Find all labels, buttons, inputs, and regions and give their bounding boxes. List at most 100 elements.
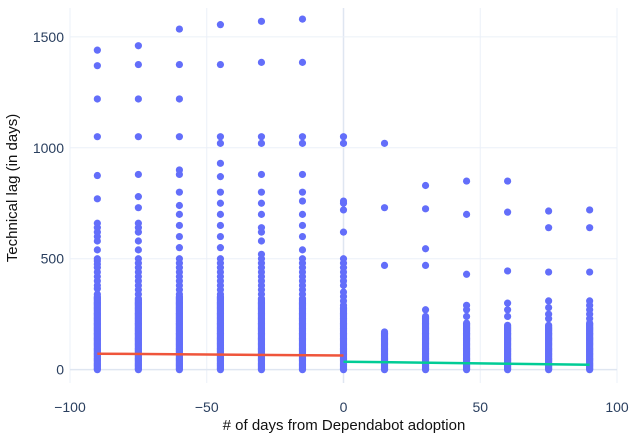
x-tick-label: 100	[605, 399, 629, 415]
data-point	[216, 60, 225, 69]
data-point	[175, 95, 183, 103]
data-point	[504, 306, 512, 314]
data-point	[545, 310, 553, 318]
data-point	[216, 139, 225, 147]
data-point	[257, 139, 266, 147]
data-point	[545, 297, 553, 305]
data-point	[298, 232, 307, 241]
x-tick-label: 50	[472, 399, 488, 415]
data-point	[216, 255, 225, 263]
data-point	[93, 219, 101, 227]
data-point	[545, 303, 553, 312]
data-point	[257, 170, 266, 179]
data-point	[216, 221, 225, 230]
data-point	[462, 177, 471, 185]
data-point	[462, 312, 471, 321]
data-point	[339, 228, 348, 236]
data-point	[339, 197, 348, 205]
data-point	[175, 60, 183, 69]
data-point	[298, 133, 307, 141]
data-point	[421, 306, 430, 314]
data-point	[93, 195, 101, 203]
data-point	[298, 188, 307, 196]
data-point	[380, 139, 389, 147]
data-point	[586, 297, 594, 305]
data-point	[339, 288, 348, 296]
data-point	[586, 224, 594, 232]
data-point	[93, 255, 101, 263]
data-point	[421, 312, 430, 321]
data-point	[134, 95, 142, 103]
data-point	[298, 170, 307, 179]
data-point	[257, 224, 266, 232]
data-point	[504, 299, 512, 307]
x-tick-label: −100	[54, 399, 86, 415]
data-point	[257, 237, 266, 245]
data-point	[421, 205, 430, 213]
data-point	[586, 268, 594, 276]
data-point	[298, 197, 307, 205]
trend-line-after	[343, 360, 590, 367]
data-point	[545, 224, 553, 232]
data-point	[421, 261, 430, 269]
data-point	[339, 139, 348, 147]
y-tick-label: 1000	[33, 140, 64, 156]
data-point	[93, 62, 101, 70]
x-tick-label: 0	[340, 399, 348, 415]
trend-line-before	[97, 352, 344, 357]
data-point	[545, 321, 553, 329]
data-point	[134, 193, 142, 201]
data-point	[93, 46, 101, 54]
data-point	[339, 133, 348, 141]
data-point	[175, 210, 183, 218]
data-point	[298, 246, 307, 254]
data-point	[545, 268, 553, 276]
data-point	[134, 60, 142, 69]
data-point	[339, 206, 348, 214]
data-point	[216, 188, 225, 196]
data-point	[216, 210, 225, 218]
data-point	[175, 25, 183, 33]
data-point	[380, 261, 389, 269]
data-point	[134, 246, 142, 254]
data-point	[462, 301, 471, 309]
data-point	[216, 232, 225, 241]
data-point	[134, 204, 142, 212]
data-point	[545, 207, 553, 215]
trend-lines	[97, 352, 590, 367]
data-point	[134, 133, 142, 141]
y-axis-title: Technical lag (in days)	[4, 114, 21, 262]
data-point	[134, 170, 142, 179]
data-point	[134, 219, 142, 227]
data-point	[421, 245, 430, 253]
data-point	[93, 133, 101, 141]
data-point	[216, 159, 225, 167]
y-tick-label: 1500	[33, 29, 64, 45]
data-point	[298, 210, 307, 218]
data-point	[257, 250, 266, 258]
data-point	[175, 166, 183, 174]
y-tick-label: 500	[41, 251, 65, 267]
data-point	[257, 133, 266, 141]
data-point	[298, 58, 307, 66]
data-point	[134, 42, 142, 50]
data-point	[93, 171, 101, 180]
data-point	[339, 255, 348, 263]
data-point	[257, 188, 266, 196]
data-point	[93, 246, 101, 254]
data-point	[504, 177, 512, 185]
y-tick-label: 0	[56, 362, 64, 378]
data-point	[93, 290, 101, 298]
x-axis-title: # of days from Dependabot adoption	[223, 417, 466, 434]
data-point	[175, 221, 183, 230]
data-point	[298, 15, 307, 23]
data-point	[298, 255, 307, 263]
data-point	[586, 206, 594, 214]
data-point	[504, 312, 512, 321]
data-point	[462, 210, 471, 218]
data-point	[216, 199, 225, 207]
data-point	[257, 199, 266, 207]
